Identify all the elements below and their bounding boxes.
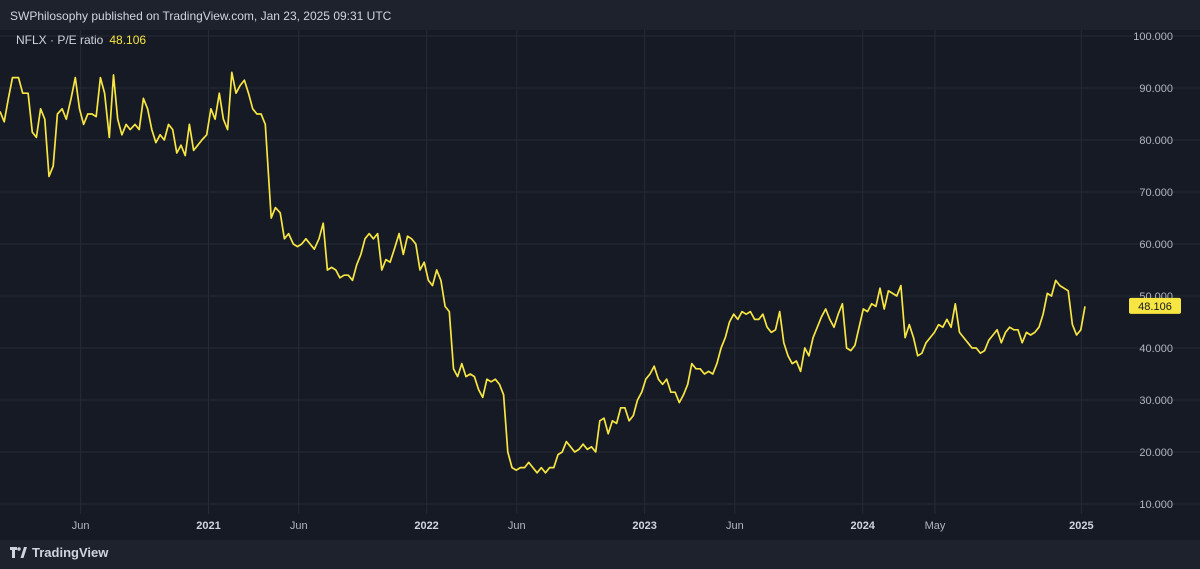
grid-lines	[0, 30, 1200, 514]
legend-value: 48.106	[109, 33, 147, 47]
y-tick-label: 60.000	[1139, 239, 1173, 251]
y-tick-label: 20.000	[1139, 447, 1173, 459]
x-tick-label: 2024	[850, 520, 875, 532]
x-tick-label: 2022	[414, 520, 438, 532]
x-tick-label: Jun	[72, 520, 90, 532]
y-axis: 100.00090.00080.00070.00060.00050.00040.…	[1133, 31, 1173, 511]
y-tick-label: 10.000	[1139, 499, 1173, 511]
tradingview-brand[interactable]: TradingView	[10, 545, 108, 560]
brand-name: TradingView	[32, 545, 109, 560]
legend-symbol: NFLX · P/E ratio	[16, 33, 104, 47]
x-tick-label: Jun	[290, 520, 308, 532]
y-tick-label: 30.000	[1139, 395, 1173, 407]
x-tick-label: 2021	[196, 520, 220, 532]
x-axis: Jun 2021 Jun 2022 Jun 2023 Jun 2024 May 2025	[72, 520, 1094, 532]
last-value-label: 48.106	[1129, 297, 1181, 314]
attribution-text: SWPhilosophy published on TradingView.co…	[10, 9, 392, 23]
x-tick-label: May	[925, 520, 946, 532]
x-tick-label: Jun	[508, 520, 526, 532]
x-tick-label: 2025	[1069, 520, 1093, 532]
y-tick-label: 40.000	[1139, 343, 1173, 355]
y-tick-label: 80.000	[1139, 135, 1173, 147]
y-tick-label: 70.000	[1139, 187, 1173, 199]
y-tick-label: 100.000	[1133, 31, 1173, 43]
pe-ratio-line	[0, 71, 1086, 474]
x-tick-label: Jun	[726, 520, 744, 532]
footer-bar	[0, 540, 1200, 569]
x-tick-label: 2023	[632, 520, 656, 532]
legend[interactable]: NFLX · P/E ratio 48.106	[16, 33, 146, 47]
tradingview-logo-icon	[10, 547, 27, 558]
y-tick-label: 90.000	[1139, 83, 1173, 95]
chart-area[interactable]	[0, 30, 1200, 540]
last-value-label-bg	[1129, 297, 1181, 314]
last-value-label-text: 48.106	[1138, 301, 1172, 313]
header-bar: SWPhilosophy published on TradingView.co…	[0, 0, 1200, 30]
